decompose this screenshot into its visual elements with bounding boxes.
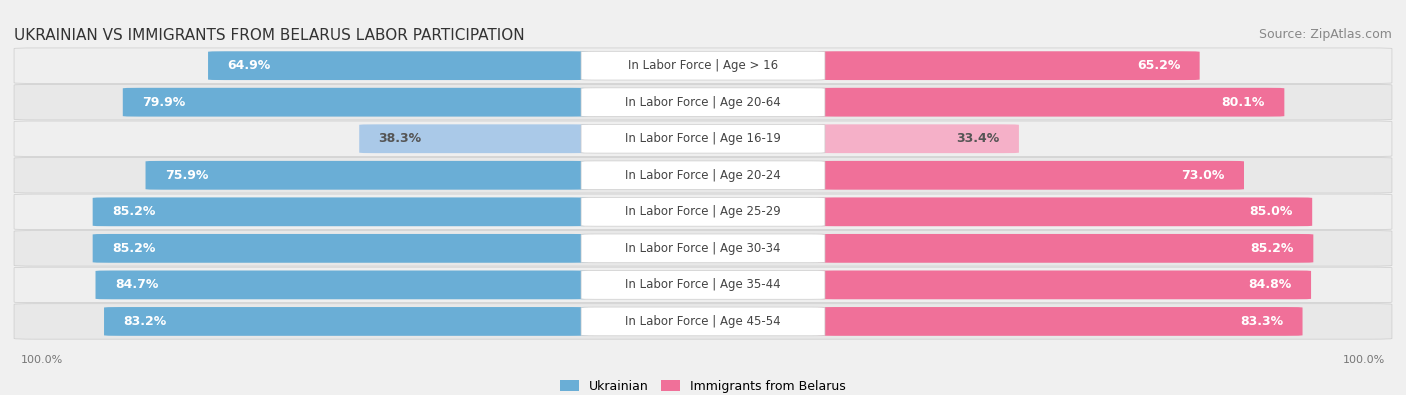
- Text: 85.0%: 85.0%: [1250, 205, 1294, 218]
- Text: 38.3%: 38.3%: [378, 132, 422, 145]
- Text: In Labor Force | Age 35-44: In Labor Force | Age 35-44: [626, 278, 780, 292]
- Text: 100.0%: 100.0%: [1343, 355, 1385, 365]
- FancyBboxPatch shape: [14, 48, 1392, 83]
- Text: In Labor Force | Age 16-19: In Labor Force | Age 16-19: [626, 132, 780, 145]
- FancyBboxPatch shape: [122, 88, 588, 117]
- FancyBboxPatch shape: [818, 198, 1312, 226]
- FancyBboxPatch shape: [93, 198, 588, 226]
- FancyBboxPatch shape: [818, 161, 1244, 190]
- FancyBboxPatch shape: [14, 304, 1392, 339]
- FancyBboxPatch shape: [14, 158, 1392, 193]
- FancyBboxPatch shape: [581, 51, 825, 80]
- FancyBboxPatch shape: [818, 307, 1302, 336]
- Text: 85.2%: 85.2%: [1251, 242, 1294, 255]
- Text: 85.2%: 85.2%: [112, 205, 155, 218]
- FancyBboxPatch shape: [581, 161, 825, 190]
- Text: 85.2%: 85.2%: [112, 242, 155, 255]
- Text: 73.0%: 73.0%: [1181, 169, 1225, 182]
- Text: 80.1%: 80.1%: [1222, 96, 1265, 109]
- Text: In Labor Force | Age 20-24: In Labor Force | Age 20-24: [626, 169, 780, 182]
- Text: 33.4%: 33.4%: [956, 132, 1000, 145]
- FancyBboxPatch shape: [818, 124, 1019, 153]
- Text: In Labor Force | Age 45-54: In Labor Force | Age 45-54: [626, 315, 780, 328]
- FancyBboxPatch shape: [581, 198, 825, 226]
- FancyBboxPatch shape: [14, 121, 1392, 156]
- FancyBboxPatch shape: [818, 271, 1310, 299]
- FancyBboxPatch shape: [818, 88, 1284, 117]
- Text: In Labor Force | Age 30-34: In Labor Force | Age 30-34: [626, 242, 780, 255]
- Text: UKRAINIAN VS IMMIGRANTS FROM BELARUS LABOR PARTICIPATION: UKRAINIAN VS IMMIGRANTS FROM BELARUS LAB…: [14, 28, 524, 43]
- Text: In Labor Force | Age 25-29: In Labor Force | Age 25-29: [626, 205, 780, 218]
- FancyBboxPatch shape: [14, 231, 1392, 266]
- FancyBboxPatch shape: [146, 161, 588, 190]
- FancyBboxPatch shape: [93, 234, 588, 263]
- FancyBboxPatch shape: [581, 88, 825, 117]
- Text: 75.9%: 75.9%: [165, 169, 208, 182]
- Text: 84.7%: 84.7%: [115, 278, 159, 292]
- FancyBboxPatch shape: [581, 124, 825, 153]
- FancyBboxPatch shape: [581, 234, 825, 263]
- Text: In Labor Force | Age 20-64: In Labor Force | Age 20-64: [626, 96, 780, 109]
- FancyBboxPatch shape: [96, 271, 588, 299]
- FancyBboxPatch shape: [14, 194, 1392, 229]
- Text: 83.2%: 83.2%: [124, 315, 166, 328]
- FancyBboxPatch shape: [360, 124, 588, 153]
- FancyBboxPatch shape: [581, 307, 825, 336]
- FancyBboxPatch shape: [581, 271, 825, 299]
- FancyBboxPatch shape: [818, 234, 1313, 263]
- Legend: Ukrainian, Immigrants from Belarus: Ukrainian, Immigrants from Belarus: [555, 375, 851, 395]
- Text: In Labor Force | Age > 16: In Labor Force | Age > 16: [628, 59, 778, 72]
- Text: 84.8%: 84.8%: [1249, 278, 1292, 292]
- Text: 79.9%: 79.9%: [142, 96, 186, 109]
- Text: 64.9%: 64.9%: [228, 59, 270, 72]
- FancyBboxPatch shape: [14, 267, 1392, 303]
- FancyBboxPatch shape: [208, 51, 588, 80]
- FancyBboxPatch shape: [818, 51, 1199, 80]
- Text: 100.0%: 100.0%: [21, 355, 63, 365]
- Text: 65.2%: 65.2%: [1137, 59, 1181, 72]
- FancyBboxPatch shape: [104, 307, 588, 336]
- Text: Source: ZipAtlas.com: Source: ZipAtlas.com: [1258, 28, 1392, 41]
- Text: 83.3%: 83.3%: [1240, 315, 1284, 328]
- FancyBboxPatch shape: [14, 85, 1392, 120]
